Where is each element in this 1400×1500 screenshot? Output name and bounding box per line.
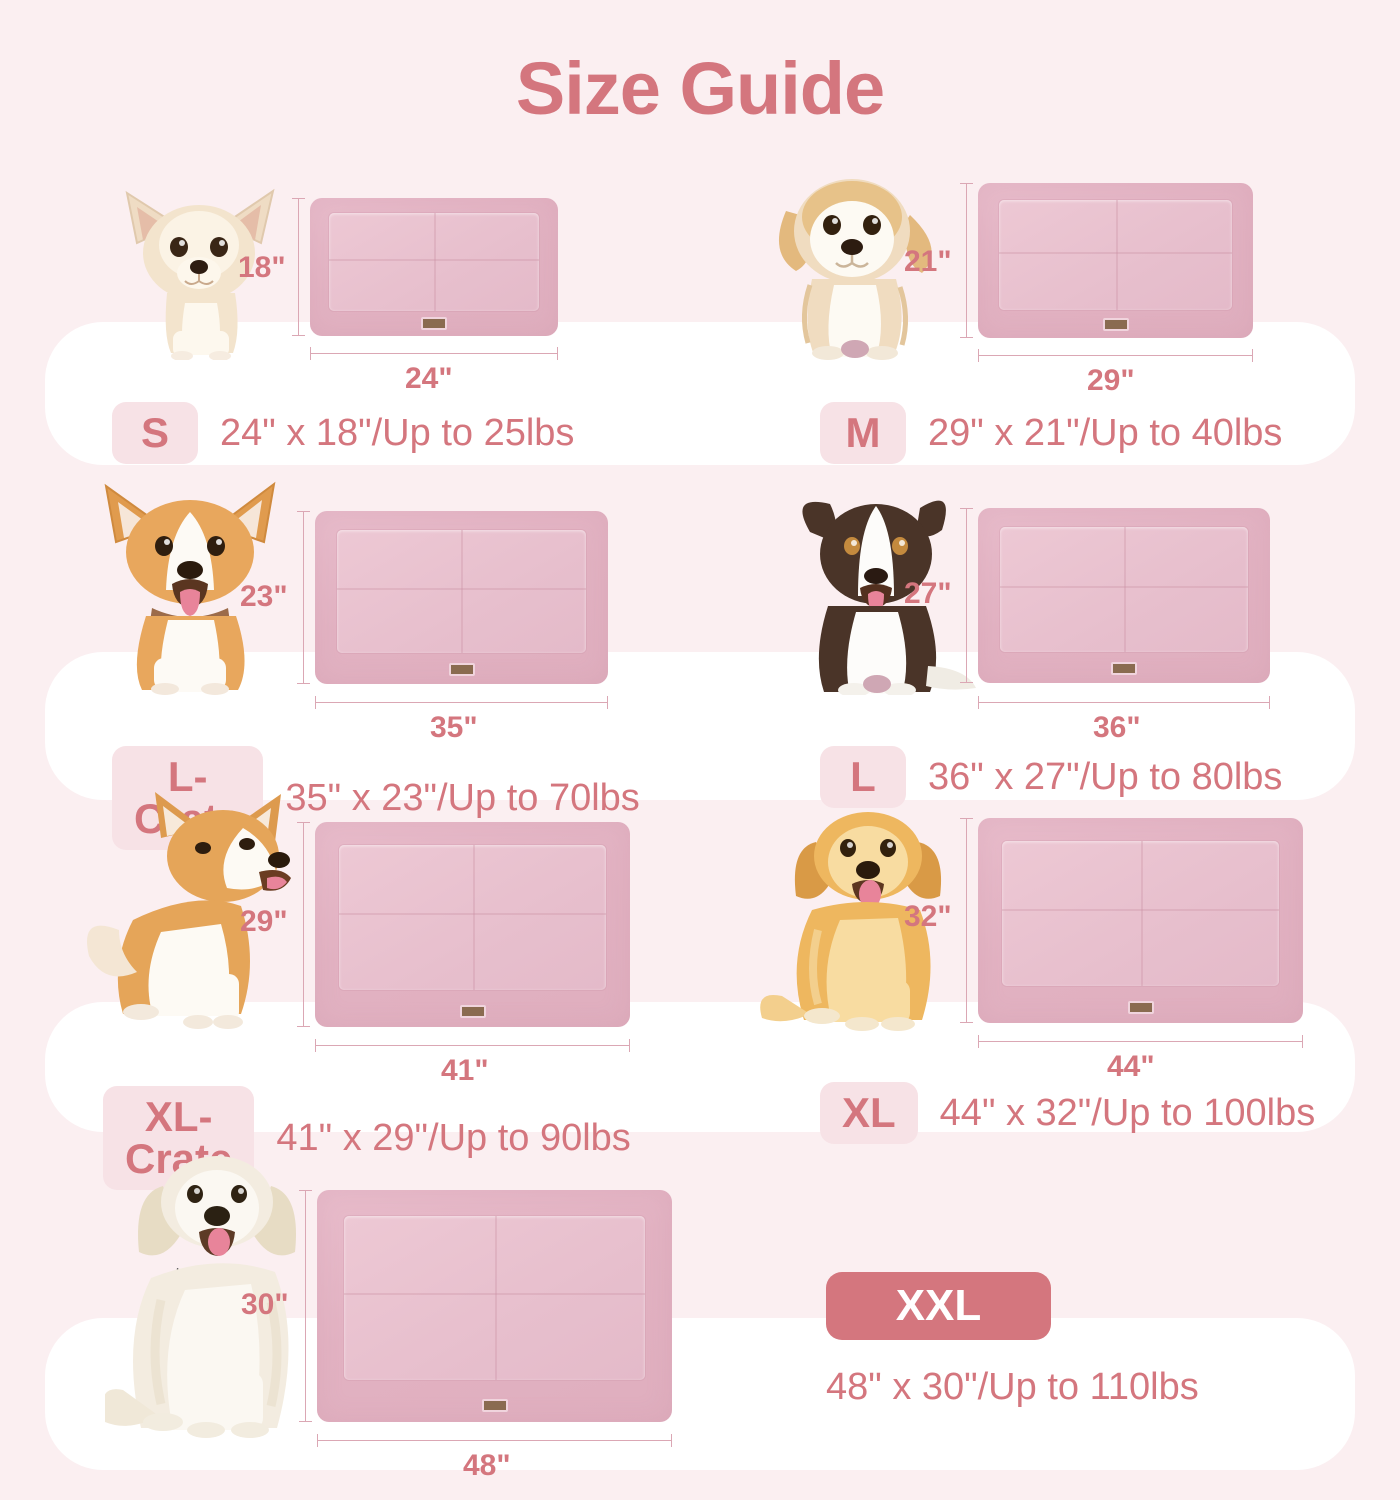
dimension-label-width-xxl: 48" [463, 1449, 511, 1482]
size-badge-xl[interactable]: XL [820, 1082, 918, 1144]
size-badge-xxl[interactable]: XXL [826, 1272, 1051, 1340]
brand-tag-icon [1127, 1000, 1154, 1014]
mat-illustration-l-crate [315, 511, 608, 684]
dimension-line-horizontal-xl [978, 1035, 1303, 1048]
brand-tag-icon [459, 1004, 486, 1018]
brand-tag-icon [481, 1398, 508, 1412]
dimension-label-height-xl-crate: 29" [240, 905, 288, 938]
mat-quilt-panel [1002, 840, 1279, 987]
mat-illustration-l [978, 508, 1270, 683]
dimension-line-horizontal-l-crate [315, 696, 608, 709]
dimension-label-height-xl: 32" [904, 900, 952, 933]
mat-quilt-panel [998, 200, 1233, 311]
dimension-line-vertical-xl [960, 818, 973, 1023]
brand-tag-icon [421, 316, 447, 330]
dimension-label-width-m: 29" [1087, 364, 1135, 397]
dimension-label-width-xl-crate: 41" [441, 1054, 489, 1087]
dimension-label-height-s: 18" [238, 251, 286, 284]
page-title: Size Guide [515, 47, 885, 130]
size-badge-m[interactable]: M [820, 402, 906, 464]
size-badge-l[interactable]: L [820, 746, 906, 808]
size-label-row-l: L 36" x 27"/Up to 80lbs [820, 746, 1282, 808]
dimension-line-vertical-xl-crate [297, 822, 310, 1027]
dimension-label-width-l-crate: 35" [430, 711, 478, 744]
size-spec-xxl: 48" x 30"/Up to 110lbs [826, 1366, 1199, 1408]
mat-quilt-panel [999, 527, 1249, 652]
brand-tag-icon [1111, 662, 1137, 676]
size-spec-xl-crate: 41" x 29"/Up to 90lbs [276, 1116, 631, 1159]
size-spec-xl: 44" x 32"/Up to 100lbs [939, 1091, 1316, 1134]
dimension-line-vertical-m [960, 183, 973, 338]
dimension-line-vertical-s [292, 198, 305, 336]
size-spec-m: 29" x 21"/Up to 40lbs [928, 411, 1283, 454]
row-band-3 [45, 1002, 1355, 1132]
mat-illustration-s [310, 198, 558, 336]
dimension-label-width-s: 24" [405, 362, 453, 395]
dimension-label-height-xxl: 30" [241, 1288, 289, 1321]
dimension-label-height-m: 21" [904, 245, 952, 278]
size-badge-s[interactable]: S [112, 402, 198, 464]
dimension-line-horizontal-xl-crate [315, 1039, 630, 1052]
dimension-line-horizontal-l [978, 696, 1270, 709]
mat-quilt-panel [328, 213, 540, 312]
size-label-row-s: S 24" x 18"/Up to 25lbs [112, 402, 574, 464]
mat-illustration-xl-crate [315, 822, 630, 1027]
row-band-1 [45, 322, 1355, 465]
mat-illustration-m [978, 183, 1253, 338]
dimension-label-width-xl: 44" [1107, 1050, 1155, 1083]
dimension-line-horizontal-xxl [317, 1434, 672, 1447]
size-label-row-m: M 29" x 21"/Up to 40lbs [820, 402, 1282, 464]
mat-quilt-panel [338, 844, 607, 991]
dimension-label-height-l: 27" [904, 577, 952, 610]
dimension-label-height-l-crate: 23" [240, 580, 288, 613]
dimension-line-vertical-l-crate [297, 511, 310, 684]
mat-illustration-xxl [317, 1190, 672, 1422]
mat-quilt-panel [336, 530, 587, 653]
size-label-row-xxl: XXL 48" x 30"/Up to 110lbs [826, 1272, 1199, 1409]
brand-tag-icon [1102, 318, 1129, 332]
size-spec-s: 24" x 18"/Up to 25lbs [220, 411, 575, 454]
mat-quilt-panel [343, 1215, 646, 1381]
dimension-label-width-l: 36" [1093, 711, 1141, 744]
dimension-line-vertical-l [960, 508, 973, 683]
mat-illustration-xl [978, 818, 1303, 1023]
size-spec-l-crate: 35" x 23"/Up to 70lbs [285, 776, 640, 819]
size-label-row-xl: XL 44" x 32"/Up to 100lbs [820, 1082, 1315, 1144]
size-spec-l: 36" x 27"/Up to 80lbs [928, 755, 1283, 798]
dimension-line-horizontal-m [978, 349, 1253, 362]
brand-tag-icon [448, 663, 475, 677]
dimension-line-horizontal-s [310, 347, 558, 360]
dimension-line-vertical-xxl [299, 1190, 312, 1422]
size-label-row-xl-crate: XL-Crate 41" x 29"/Up to 90lbs [103, 1086, 631, 1190]
